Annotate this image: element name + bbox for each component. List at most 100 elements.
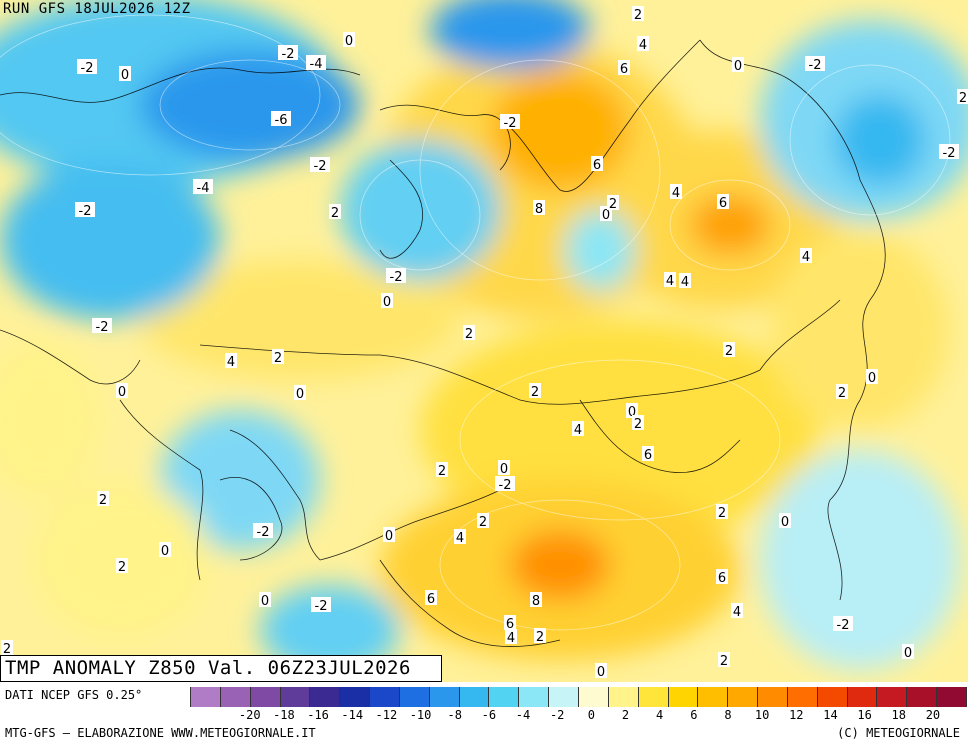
value-label-bg: [294, 385, 306, 400]
anomaly-value-label: 6: [644, 448, 652, 463]
legend-swatch: [429, 687, 460, 707]
value-label-bg: [425, 590, 437, 605]
value-label-bg: [637, 36, 649, 51]
legend-swatch: [668, 687, 699, 707]
anomaly-value-label: 0: [602, 208, 610, 223]
legend-swatch: [220, 687, 251, 707]
legend-tick-label: 4: [656, 708, 664, 722]
anomaly-value-label: 0: [261, 594, 269, 609]
anomaly-value-label: 0: [868, 371, 876, 386]
anomaly-value-label: -2: [96, 320, 109, 335]
anomaly-value-label: 2: [536, 630, 544, 645]
value-label-bg: [454, 529, 466, 544]
value-label-bg: [253, 523, 273, 538]
value-label-bg: [731, 603, 743, 618]
value-label-bg: [310, 157, 330, 172]
value-label-bg: [679, 273, 691, 288]
value-label-bg: [225, 353, 237, 368]
value-label-bg: [272, 349, 284, 364]
value-label-bg: [939, 144, 959, 159]
anomaly-value-label: 0: [781, 515, 789, 530]
anomaly-value-label: -2: [504, 116, 517, 131]
anomaly-value-label: 0: [118, 385, 126, 400]
legend-tick-label: -16: [307, 708, 329, 722]
value-label-bg: [732, 57, 744, 72]
anomaly-value-label: 6: [620, 62, 628, 77]
anomaly-value-label: 2: [634, 417, 642, 432]
anomaly-value-label: 4: [507, 631, 515, 646]
legend-swatch: [877, 687, 908, 707]
value-label-bg: [723, 342, 735, 357]
legend-swatch: [519, 687, 550, 707]
data-source-label: DATI NCEP GFS 0.25°: [5, 688, 143, 702]
value-label-bg: [718, 652, 730, 667]
legend-tick-label: -18: [273, 708, 295, 722]
legend-tick-label: 18: [891, 708, 906, 722]
anomaly-value-label: 4: [456, 531, 464, 546]
value-label-bg: [779, 513, 791, 528]
value-label-bg: [632, 415, 644, 430]
value-label-bg: [159, 542, 171, 557]
value-label-bg: [278, 45, 298, 60]
anomaly-value-label: 6: [719, 196, 727, 211]
legend-swatch: [310, 687, 341, 707]
value-label-bg: [670, 184, 682, 199]
value-label-bg: [1, 640, 13, 655]
value-label-bg: [716, 504, 728, 519]
legend-swatch: [608, 687, 639, 707]
value-label-bg: [477, 513, 489, 528]
anomaly-value-label: -2: [79, 204, 92, 219]
anomaly-value-label: 2: [718, 506, 726, 521]
value-label-bg: [626, 403, 638, 418]
legend-tick-label: 0: [587, 708, 595, 722]
value-label-bg: [259, 592, 271, 607]
map-footer: DATI NCEP GFS 0.25° -20 -18 -16 -14 -12 -10 -8…: [0, 682, 968, 745]
value-label-bg: [92, 318, 112, 333]
legend-swatch: [250, 687, 281, 707]
legend-swatch: [638, 687, 669, 707]
legend-tick-label: 2: [621, 708, 630, 722]
legend-swatch: [698, 687, 729, 707]
anomaly-value-label: 6: [718, 571, 726, 586]
anomaly-value-label: 8: [532, 594, 540, 609]
value-label-bg: [805, 56, 825, 71]
anomaly-value-label: 0: [345, 34, 353, 49]
value-label-bg: [436, 462, 448, 477]
value-label-bg: [383, 527, 395, 542]
anomaly-value-label: 2: [959, 91, 967, 106]
value-label-bg: [381, 293, 393, 308]
value-label-bg: [533, 200, 545, 215]
value-label-bg: [836, 384, 848, 399]
value-label-bg: [572, 421, 584, 436]
anomaly-value-label: 2: [438, 464, 446, 479]
anomaly-value-label: 2: [99, 493, 107, 508]
value-label-bg: [498, 460, 510, 475]
anomaly-value-label: 2: [331, 206, 339, 221]
anomaly-value-label: 4: [672, 186, 680, 201]
legend-swatch: [578, 687, 609, 707]
value-label-bg: [504, 615, 516, 630]
value-label-bg: [618, 60, 630, 75]
anomaly-value-label: 4: [802, 250, 810, 265]
legend-tick-label: -10: [409, 708, 432, 722]
legend-swatch: [907, 687, 938, 707]
value-label-bg: [75, 202, 95, 217]
value-label-bg: [717, 194, 729, 209]
legend-tick-label: 16: [857, 708, 872, 722]
legend-swatch: [847, 687, 878, 707]
map-title-box: TMP ANOMALY Z850 Val. 06Z23JUL2026: [0, 655, 442, 682]
value-label-bg: [866, 369, 878, 384]
value-label-bg: [902, 644, 914, 659]
legend-tick-label: -20: [238, 708, 261, 722]
value-label-bg: [329, 204, 341, 219]
anomaly-value-label: -2: [282, 47, 295, 62]
anomaly-value-label: 4: [666, 274, 674, 289]
temperature-anomaly-map: 20-2-44-2 0 6 0 -22-6 -2-2-2 6-4 4-2 2 8 02 64-2 4 40…: [0, 0, 968, 682]
legend-tick-label: 6: [690, 708, 698, 722]
anomaly-value-label: 0: [385, 529, 393, 544]
legend-swatch: [937, 687, 967, 707]
value-label-bg: [311, 597, 331, 612]
value-label-bg: [97, 491, 109, 506]
legend-swatch: [758, 687, 788, 707]
anomaly-value-label: 4: [574, 423, 582, 438]
